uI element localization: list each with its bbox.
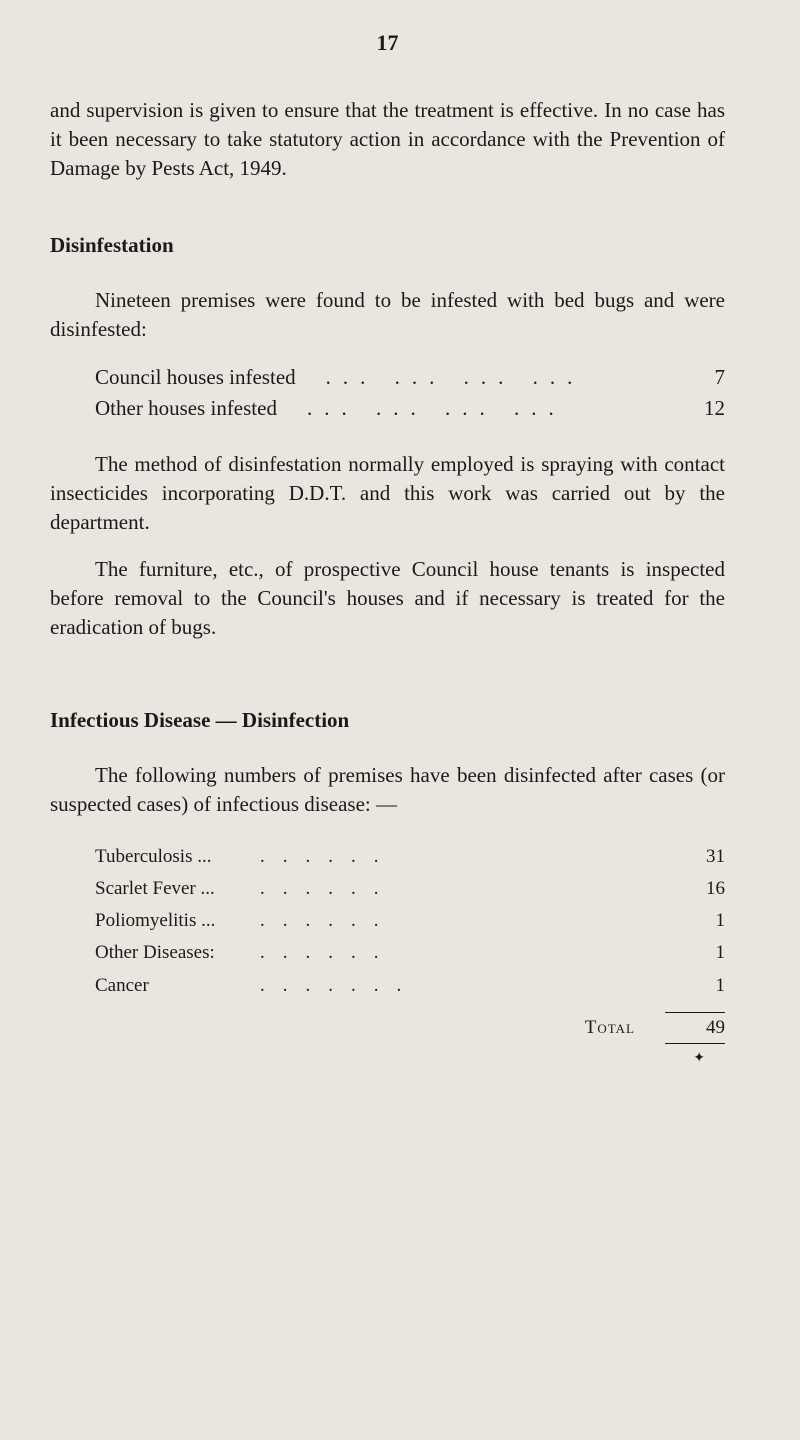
house-value: 7 (675, 362, 725, 394)
total-row: Total 49 (95, 1012, 725, 1044)
page-number: 17 (50, 30, 725, 56)
house-row: Other houses infested ... ... ... ... 12 (95, 393, 725, 425)
disease-label: Tuberculosis ... (95, 841, 260, 873)
houses-infested-list: Council houses infested ... ... ... ... … (95, 362, 725, 425)
total-value: 49 (665, 1012, 725, 1044)
disease-value: 16 (665, 873, 725, 905)
ornament-mark: ✦ (50, 1050, 725, 1067)
disinfestation-para3: The furniture, etc., of prospective Coun… (50, 555, 725, 642)
disinfestation-para2: The method of disinfestation normally em… (50, 450, 725, 537)
dots-leader: ...... (260, 841, 665, 873)
disease-value: 1 (665, 970, 725, 1002)
house-label: Other houses infested (95, 393, 277, 425)
disease-label: Scarlet Fever ... (95, 873, 260, 905)
disease-row: Poliomyelitis ... ...... 1 (95, 905, 725, 937)
house-row: Council houses infested ... ... ... ... … (95, 362, 725, 394)
disease-value: 1 (665, 937, 725, 969)
disease-label: Cancer (95, 970, 260, 1002)
disease-row: Tuberculosis ... ...... 31 (95, 841, 725, 873)
disease-label: Poliomyelitis ... (95, 905, 260, 937)
dots-leader: ...... (260, 873, 665, 905)
intro-paragraph: and supervision is given to ensure that … (50, 96, 725, 183)
dots-leader: ... ... ... ... (296, 362, 675, 394)
disease-row: Other Diseases: ...... 1 (95, 937, 725, 969)
disease-value: 1 (665, 905, 725, 937)
disease-value: 31 (665, 841, 725, 873)
total-label: Total (585, 1017, 635, 1039)
dots-leader: ... ... ... ... (277, 393, 675, 425)
dots-leader: ....... (260, 970, 665, 1002)
disease-row: Cancer ....... 1 (95, 970, 725, 1002)
disinfestation-para1: Nineteen premises were found to be infes… (50, 286, 725, 344)
dots-leader: ...... (260, 905, 665, 937)
disinfestation-heading: Disinfestation (50, 233, 725, 258)
infectious-para1: The following numbers of premises have b… (50, 761, 725, 819)
disease-label: Other Diseases: (95, 937, 260, 969)
house-value: 12 (675, 393, 725, 425)
disease-row: Scarlet Fever ... ...... 16 (95, 873, 725, 905)
house-label: Council houses infested (95, 362, 296, 394)
disease-list: Tuberculosis ... ...... 31 Scarlet Fever… (95, 841, 725, 1002)
infectious-heading: Infectious Disease — Disinfection (50, 708, 725, 733)
dots-leader: ...... (260, 937, 665, 969)
